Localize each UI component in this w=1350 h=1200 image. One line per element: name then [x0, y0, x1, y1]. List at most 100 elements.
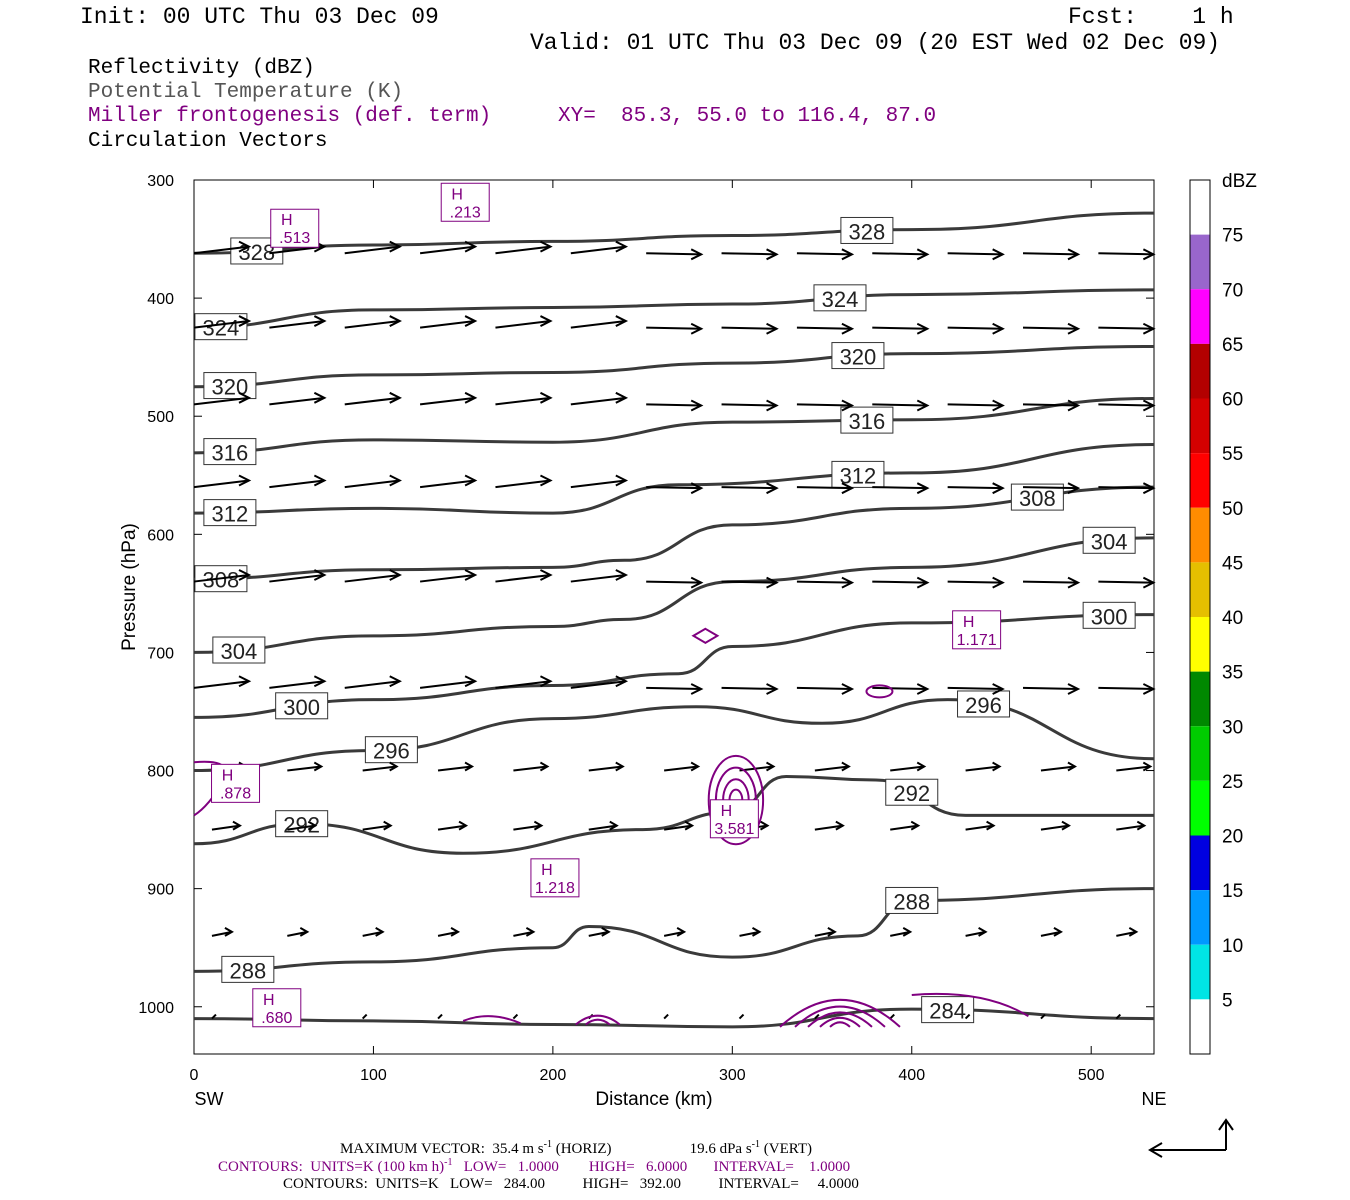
circulation-vector	[1022, 252, 1079, 256]
theta-contour	[193, 613, 1155, 719]
circulation-vector	[495, 573, 551, 583]
circulation-vector-head	[307, 820, 318, 831]
theta-label: 328	[849, 219, 886, 244]
circulation-vector	[796, 403, 852, 407]
circulation-vector	[344, 396, 400, 406]
circulation-vector	[947, 252, 1003, 256]
y-tick-label: 400	[147, 291, 174, 308]
plot-frame	[193, 179, 1155, 1055]
circulation-vector	[588, 824, 617, 831]
colorbar-segment	[1190, 944, 1210, 1000]
x-axis-label: Distance (km)	[595, 1089, 712, 1110]
circulation-vector	[965, 765, 1000, 772]
colorbar-segment	[1190, 234, 1210, 290]
circulation-vector	[814, 824, 844, 831]
circulation-vector-head	[766, 248, 779, 261]
circulation-vector-head	[916, 482, 930, 495]
circulation-vector-head	[992, 576, 1005, 589]
circulation-vector-head	[224, 927, 234, 937]
circulation-vector-head	[615, 315, 629, 327]
circulation-vector-head	[615, 761, 625, 772]
circulation-vector-head	[464, 315, 478, 327]
circulation-vector-head	[1067, 322, 1081, 335]
circulation-vector-head	[615, 474, 629, 487]
circulation-vector	[796, 252, 852, 256]
circulation-vector-head	[313, 675, 327, 688]
circulation-vector	[1098, 326, 1154, 330]
circulation-vector	[872, 486, 928, 490]
theta-label: 292	[893, 781, 930, 806]
circulation-vector	[269, 396, 325, 406]
frontogenesis-max-label: H	[263, 992, 275, 1009]
circulation-vector	[513, 765, 548, 772]
theta-label-box	[885, 778, 939, 806]
circulation-vector	[646, 486, 702, 490]
circulation-vector-head	[841, 482, 855, 495]
theta-contour	[193, 1007, 1155, 1029]
circulation-vector-head	[841, 683, 855, 695]
circulation-vector-head	[766, 322, 779, 335]
field-reflectivity: Reflectivity (dBZ)	[88, 57, 315, 80]
colorbar-label: 10	[1222, 936, 1243, 957]
circulation-vector-head	[389, 474, 402, 487]
circulation-vector-head	[1067, 761, 1077, 772]
colorbar-unit: dBZ	[1222, 171, 1257, 192]
circulation-vector	[193, 573, 250, 583]
circulation-vector	[570, 396, 626, 406]
circulation-vector-head	[1128, 927, 1139, 937]
frontogenesis-max-box	[252, 988, 302, 1028]
theta-label-box	[831, 460, 885, 488]
circulation-vector	[1040, 765, 1076, 772]
theta-label: 304	[1091, 529, 1128, 554]
theta-contour	[193, 211, 1155, 255]
circulation-vector-head	[540, 240, 553, 253]
theta-label-box	[221, 955, 275, 983]
circulation-vector-head	[1142, 576, 1156, 589]
y-tick-label: 800	[147, 764, 174, 781]
theta-contour	[193, 397, 1155, 455]
colorbar-label: 70	[1222, 280, 1243, 301]
y-tick-label: 1000	[138, 1000, 174, 1017]
theta-label-box	[831, 342, 885, 370]
frontogenesis-contour	[575, 1014, 621, 1026]
circulation-vector	[814, 1013, 820, 1020]
frontogenesis-contour	[819, 1016, 861, 1028]
circulation-vector	[361, 1013, 368, 1020]
y-tick-label: 500	[147, 409, 174, 426]
valid-time: Valid: 01 UTC Thu 03 Dec 09 (20 EST Wed …	[530, 30, 1221, 56]
circulation-vector-head	[751, 927, 762, 937]
circulation-vector	[344, 573, 400, 583]
frontogenesis-max-box	[440, 182, 490, 222]
circulation-vector-head	[1053, 927, 1063, 937]
footer-max-vector: MAXIMUM VECTOR: 35.4 m s-1 (HORIZ) 19.6 d…	[340, 1139, 813, 1157]
circulation-vector	[513, 824, 542, 831]
colorbar-segment	[1190, 562, 1210, 617]
x-end-label-right: NE	[1141, 1089, 1166, 1109]
circulation-vector	[362, 930, 383, 937]
circulation-vector-head	[313, 761, 324, 772]
circulation-vector-head	[615, 240, 629, 253]
circulation-vector-head	[835, 820, 845, 831]
colorbar-segment	[1190, 507, 1210, 563]
theta-label: 288	[893, 889, 930, 914]
circulation-vector	[796, 686, 852, 690]
frontogenesis-max-label: H	[721, 803, 733, 820]
circulation-vector-head	[986, 820, 996, 831]
circulation-vector	[1098, 403, 1154, 407]
colorbar-segment	[1190, 780, 1210, 836]
circulation-vector	[663, 824, 693, 831]
circulation-vector-head	[992, 248, 1005, 261]
theta-label-box	[203, 438, 257, 466]
circulation-vector-head	[615, 391, 629, 404]
circulation-vector-head	[690, 399, 704, 412]
colorbar-label: 5	[1222, 990, 1233, 1011]
x-end-label-left: SW	[195, 1089, 224, 1109]
reference-vector-horizontal	[1148, 1142, 1226, 1158]
circulation-vector	[570, 245, 626, 255]
circulation-vector	[495, 320, 551, 329]
frontogenesis-max-label: H	[963, 614, 975, 631]
circulation-vector-head	[601, 927, 611, 937]
theta-label-box	[275, 810, 329, 838]
circulation-vector-head	[615, 675, 629, 688]
